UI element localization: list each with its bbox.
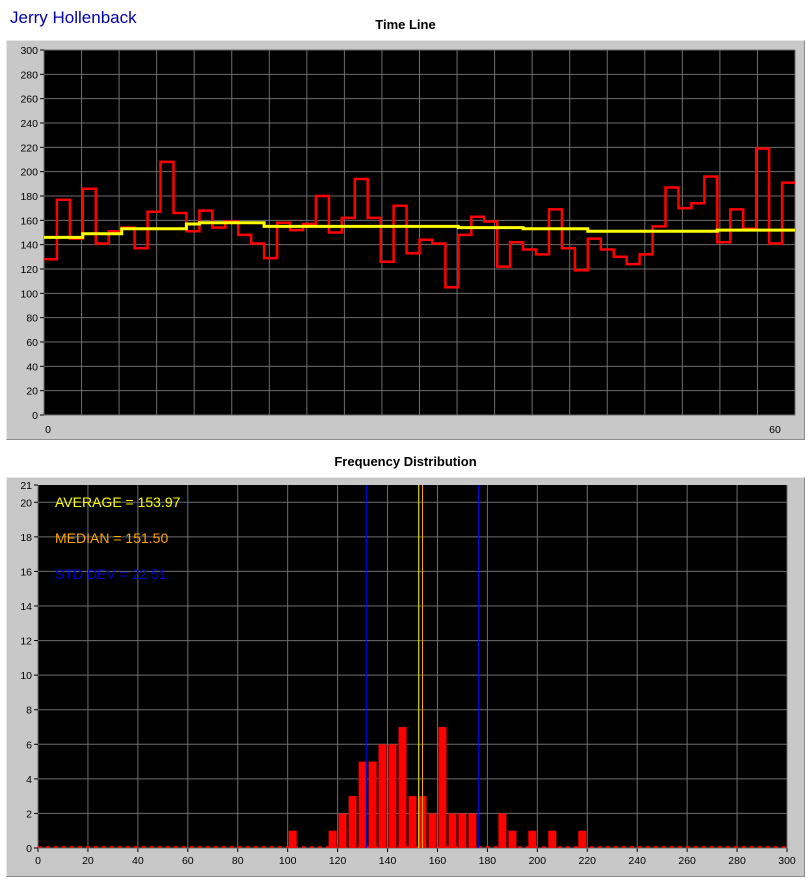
timeline-title: Time Line: [375, 17, 436, 32]
user-name: Jerry Hollenback: [10, 8, 137, 27]
distribution-xtick-label: 260: [678, 855, 696, 867]
distribution-ytick-label: 4: [26, 774, 32, 786]
distribution-ytick-label: 16: [20, 566, 32, 578]
distribution-xtick-label: 240: [628, 855, 646, 867]
distribution-bar: [548, 830, 557, 848]
distribution-bar: [578, 830, 587, 848]
distribution-xtick-label: 160: [429, 855, 447, 867]
timeline-ytick-label: 60: [26, 337, 38, 349]
distribution-xtick-label: 0: [35, 855, 41, 867]
timeline-ytick-label: 160: [20, 215, 38, 227]
distribution-xtick-label: 300: [778, 855, 796, 867]
distribution-xtick-label: 200: [529, 855, 547, 867]
distribution-plot-area: [38, 485, 787, 848]
distribution-ytick-label: 12: [20, 636, 32, 648]
distribution-xtick-label: 20: [82, 855, 94, 867]
timeline-ytick-label: 0: [32, 410, 38, 422]
timeline-xtick-label: 0: [45, 424, 51, 436]
distribution-bar: [508, 830, 517, 848]
distribution-xtick-label: 100: [279, 855, 297, 867]
distribution-bar: [388, 744, 397, 848]
timeline-series-red: [44, 147, 795, 289]
timeline-ytick-label: 80: [26, 313, 38, 325]
distribution-annotation-average: AVERAGE = 153.97: [55, 494, 181, 510]
distribution-xtick-label: 220: [579, 855, 597, 867]
timeline-ytick-label: 120: [20, 264, 38, 276]
distribution-ytick-label: 0: [26, 843, 32, 855]
distribution-bar: [328, 830, 337, 848]
distribution-xtick-label: 40: [132, 855, 144, 867]
distribution-bar: [358, 761, 367, 848]
distribution-bar: [528, 830, 537, 848]
timeline-ytick-label: 300: [20, 45, 38, 57]
distribution-ytick-label: 10: [20, 670, 32, 682]
distribution-ytick-label: 21: [20, 480, 32, 492]
distribution-xtick-label: 60: [182, 855, 194, 867]
timeline-ytick-label: 180: [20, 191, 38, 203]
timeline-ytick-label: 140: [20, 240, 38, 252]
timeline-ytick-label: 200: [20, 167, 38, 179]
timeline-ytick-label: 20: [26, 386, 38, 398]
distribution-bar: [288, 830, 297, 848]
timeline-ytick-label: 220: [20, 142, 38, 154]
distribution-bar: [378, 744, 387, 848]
distribution-annotation-median: MEDIAN = 151.50: [55, 530, 168, 546]
distribution-bar: [428, 813, 437, 848]
distribution-ytick-label: 14: [20, 601, 32, 613]
timeline-ytick-label: 280: [20, 69, 38, 81]
distribution-xtick-label: 140: [379, 855, 397, 867]
distribution-bar: [448, 813, 457, 848]
distribution-bar: [368, 761, 377, 848]
distribution-xtick-label: 180: [479, 855, 497, 867]
timeline-ytick-label: 100: [20, 288, 38, 300]
timeline-ytick-label: 260: [20, 94, 38, 106]
distribution-bar: [338, 813, 347, 848]
distribution-bar: [438, 727, 447, 848]
timeline-ytick-label: 40: [26, 361, 38, 373]
distribution-title: Frequency Distribution: [334, 454, 477, 469]
distribution-bar: [498, 813, 507, 848]
timeline-xtick-label: 60: [769, 424, 781, 436]
distribution-ytick-label: 20: [20, 497, 32, 509]
distribution-xtick-label: 120: [329, 855, 347, 867]
distribution-bar: [468, 813, 477, 848]
distribution-bar: [348, 796, 357, 848]
distribution-bar: [458, 813, 467, 848]
distribution-ytick-label: 6: [26, 739, 32, 751]
distribution-ytick-label: 18: [20, 532, 32, 544]
timeline-ytick-label: 240: [20, 118, 38, 130]
distribution-ytick-label: 2: [26, 808, 32, 820]
distribution-ytick-label: 8: [26, 705, 32, 717]
distribution-bar: [398, 727, 407, 848]
distribution-annotation-stddev: STD DEV = 22.51: [55, 566, 167, 582]
distribution-xtick-label: 80: [232, 855, 244, 867]
distribution-xtick-label: 280: [728, 855, 746, 867]
distribution-bar: [408, 796, 417, 848]
timeline-series-yellow: [44, 221, 795, 239]
